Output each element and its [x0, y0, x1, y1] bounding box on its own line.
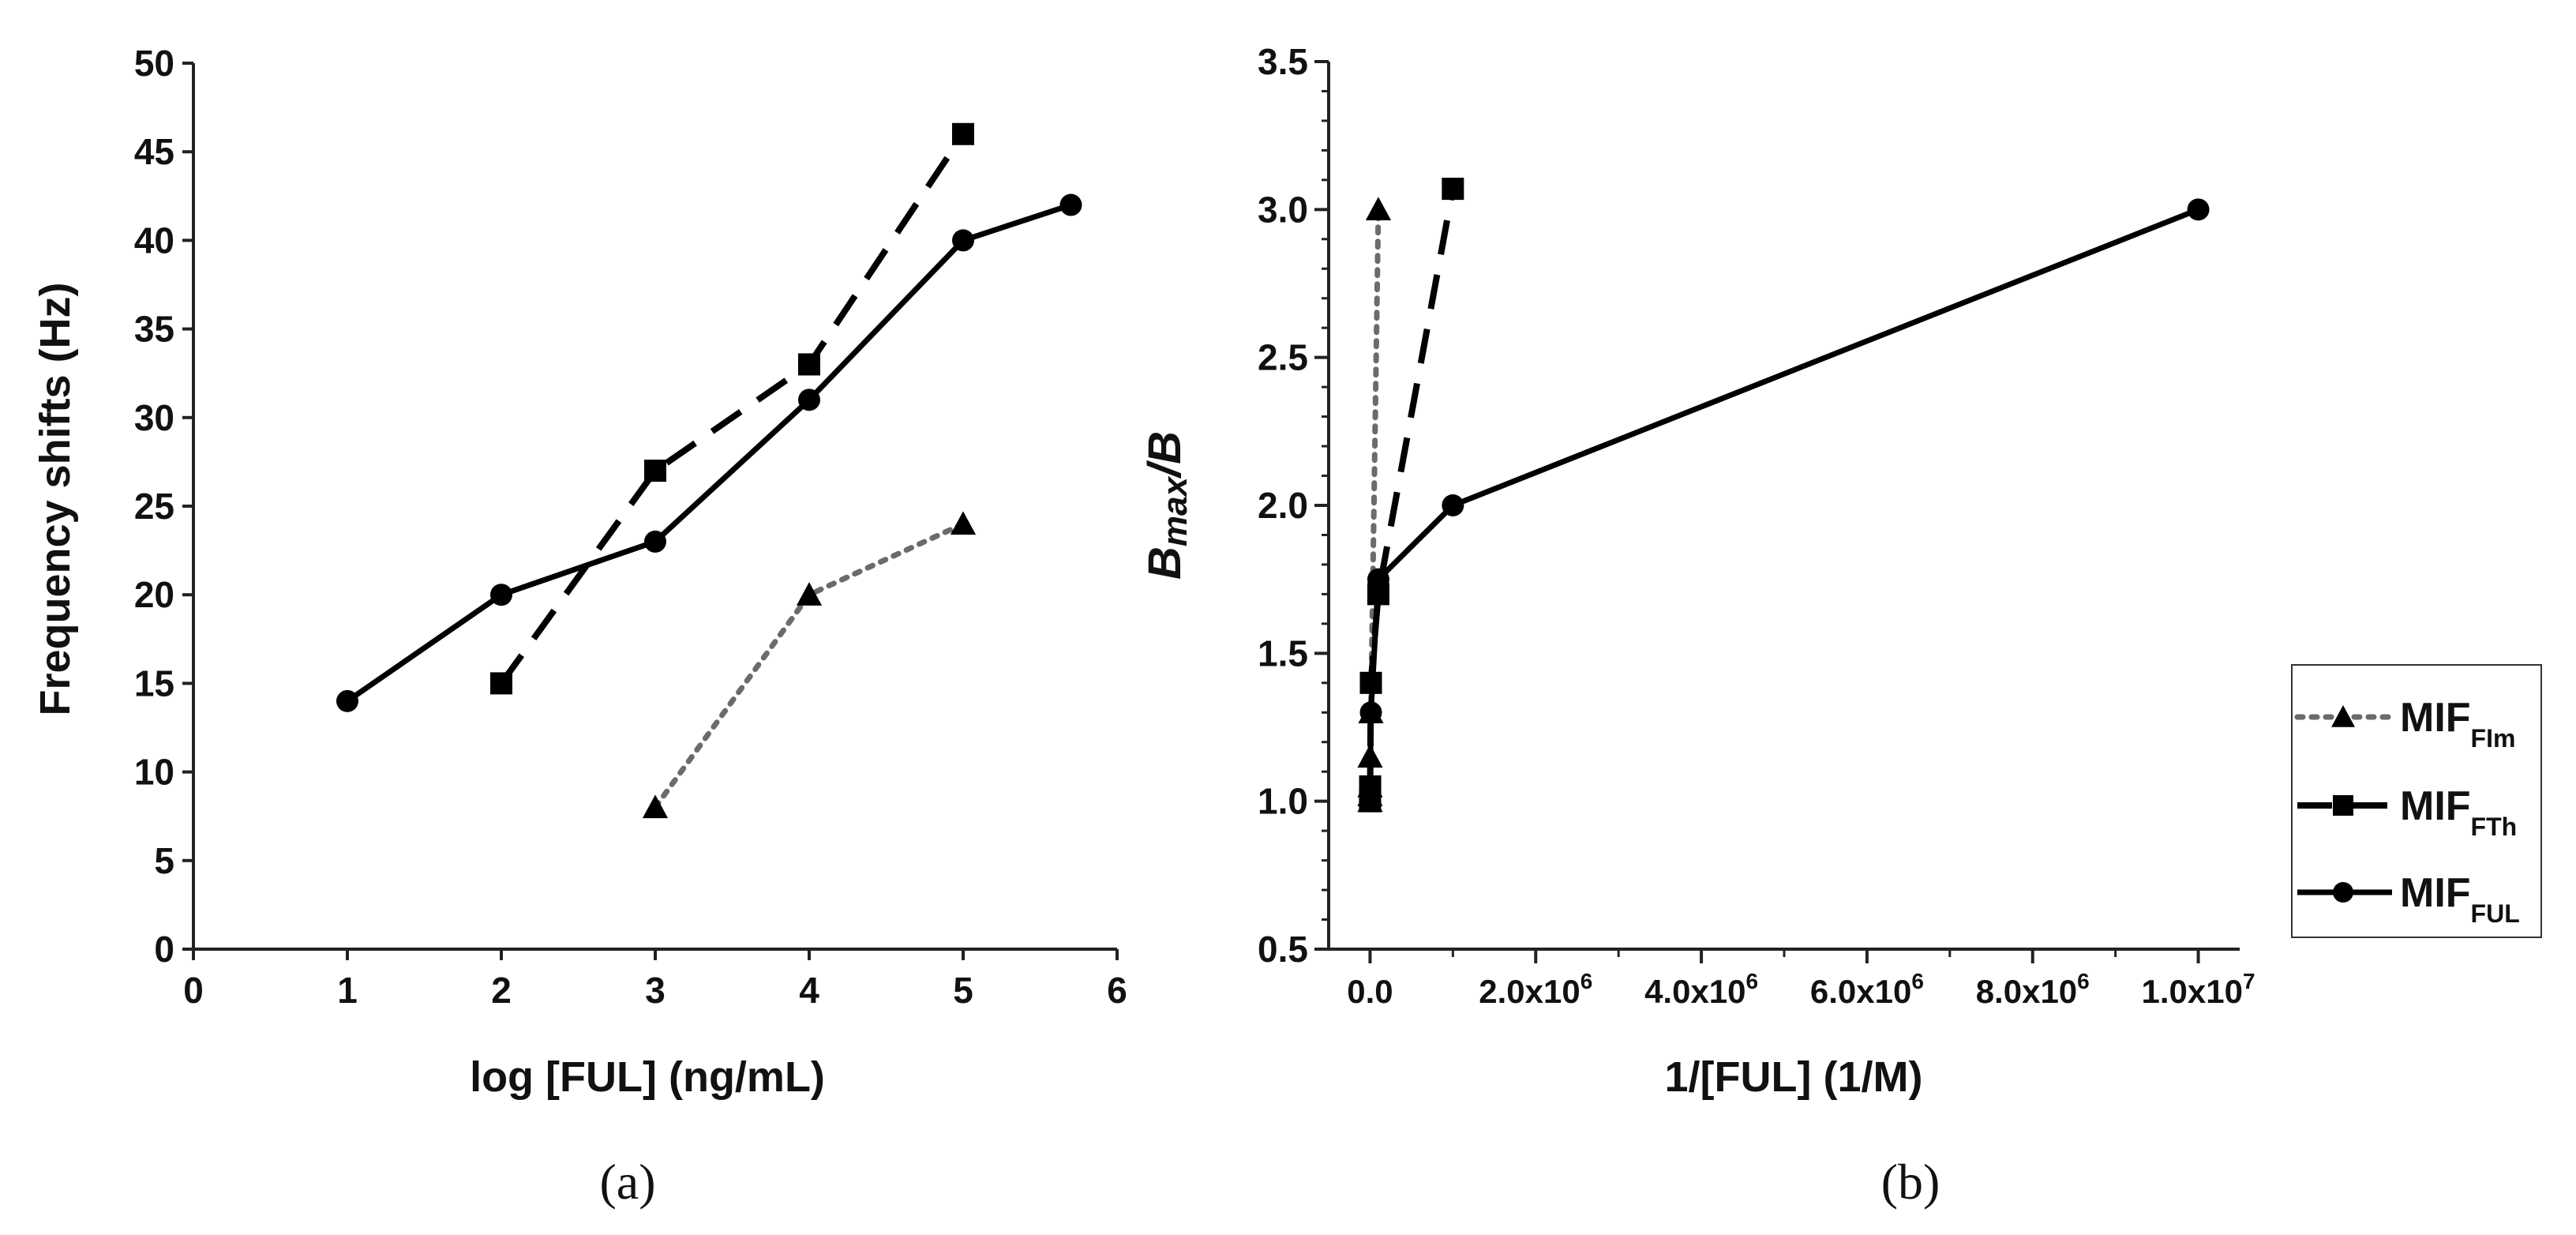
chart-b-y-tick-label: 2.0 — [1258, 485, 1308, 526]
chart-b-y-tick-label: 0.5 — [1258, 929, 1308, 970]
chart-a-y-tick-label: 20 — [134, 574, 174, 615]
chart-a-series-2-point-1 — [490, 584, 512, 606]
chart-a-series-1-point-1 — [644, 460, 666, 482]
chart-panel-b: 0.5 1.0 1.5 2.0 2.5 3.0 3.5 0.0 2.0x106 4.0x106 6.… — [1139, 41, 2255, 1210]
legend-item-1-label: MIFFTh — [2400, 783, 2517, 841]
chart-a-x-tick-label: 3 — [645, 970, 666, 1011]
chart-b-x-tick-label: 1.0x107 — [2142, 969, 2255, 1010]
chart-a-series — [336, 122, 1082, 819]
chart-a-panel-label: (a) — [599, 1154, 655, 1210]
chart-a-series-1-point-2 — [798, 353, 820, 376]
legend-item-2-marker — [2333, 882, 2353, 903]
chart-a-x-tick-label: 5 — [953, 970, 973, 1011]
chart-a-series-2-point-2 — [644, 530, 666, 553]
chart-a-y-tick-label: 40 — [134, 220, 174, 261]
chart-a-y-tick-label: 30 — [134, 397, 174, 438]
chart-a-series-2-point-0 — [336, 689, 358, 712]
chart-b-y-tick-label: 1.5 — [1258, 633, 1308, 674]
chart-b-series-0-point-5 — [1365, 197, 1392, 221]
chart-b-series-2-point-5 — [2187, 198, 2210, 221]
chart-b-y-tick-label: 3.0 — [1258, 189, 1308, 230]
chart-b-series-2-point-1 — [1359, 784, 1382, 807]
chart-a-series-2-line — [346, 202, 1072, 704]
chart-a-series-2-point-3 — [798, 389, 820, 411]
chart-a-x-axis-title: log [FUL] (ng/mL) — [470, 1053, 825, 1101]
chart-legend: MIFFIm MIFFTh MIFFUL — [2291, 664, 2542, 938]
chart-a-y-tick-label: 5 — [154, 840, 174, 881]
chart-a-x-tick-label: 4 — [799, 970, 819, 1011]
legend-item-2-label: MIFFUL — [2400, 870, 2520, 928]
chart-a-series-0-point-2 — [950, 511, 977, 535]
chart-b-x-tick-label: 2.0x106 — [1479, 969, 1592, 1010]
chart-a-x-tick-label: 6 — [1107, 970, 1127, 1011]
chart-a-series-1-line — [498, 132, 966, 685]
chart-b-series-2-point-2 — [1359, 701, 1382, 724]
chart-a-y-tick-label: 25 — [134, 486, 174, 527]
chart-b-x-tick-label: 4.0x106 — [1644, 969, 1758, 1010]
chart-a-y-tick-label: 10 — [134, 752, 174, 793]
chart-a-y-tick-label: 35 — [134, 309, 174, 350]
chart-b-y-axis-title: Bmax/B — [1139, 431, 1194, 580]
chart-a-series-1-point-0 — [490, 672, 512, 695]
chart-b-x-tick-label: 0.0 — [1347, 973, 1393, 1010]
chart-b-series-1-point-4 — [1442, 178, 1464, 201]
chart-b-y-tick-label: 2.5 — [1258, 337, 1308, 378]
chart-b-series — [1357, 178, 2210, 813]
chart-a-y-tick-label: 15 — [134, 663, 174, 704]
chart-a-y-tick-label: 45 — [134, 131, 174, 172]
chart-a-y-tick-label: 50 — [134, 43, 174, 84]
chart-b-series-2-point-3 — [1367, 568, 1389, 591]
chart-a-series-0-point-0 — [642, 794, 669, 819]
chart-b-x-tick-label: 6.0x106 — [1810, 969, 1924, 1010]
chart-b-series-2-point-4 — [1442, 494, 1464, 516]
legend-item-1-marker — [2333, 795, 2353, 816]
chart-a-x-tick-label: 1 — [337, 970, 358, 1011]
chart-a-series-2-point-4 — [952, 229, 974, 252]
chart-b-axes: 0.5 1.0 1.5 2.0 2.5 3.0 3.5 0.0 2.0x106 4.0x106 6.… — [1139, 41, 2255, 1010]
chart-b-y-tick-label: 1.0 — [1258, 781, 1308, 822]
chart-a-y-tick-label: 0 — [154, 929, 174, 970]
legend-item-0-marker — [2331, 705, 2355, 727]
chart-a-series-2-point-5 — [1059, 193, 1082, 216]
chart-a-series-1-point-3 — [952, 122, 974, 145]
legend-item-0-label: MIFFIm — [2400, 695, 2515, 753]
chart-b-x-tick-label: 8.0x106 — [1976, 969, 2090, 1010]
chart-a-y-axis-title: Frequency shifts (Hz) — [32, 282, 79, 715]
chart-a-x-tick-label: 2 — [491, 970, 512, 1011]
chart-a-x-tick-label: 0 — [183, 970, 204, 1011]
chart-b-panel-label: (b) — [1881, 1154, 1940, 1210]
chart-b-x-axis-title: 1/[FUL] (1/M) — [1665, 1053, 1923, 1101]
chart-a-series-0-point-1 — [796, 582, 823, 606]
chart-b-y-tick-label: 3.5 — [1258, 41, 1308, 82]
